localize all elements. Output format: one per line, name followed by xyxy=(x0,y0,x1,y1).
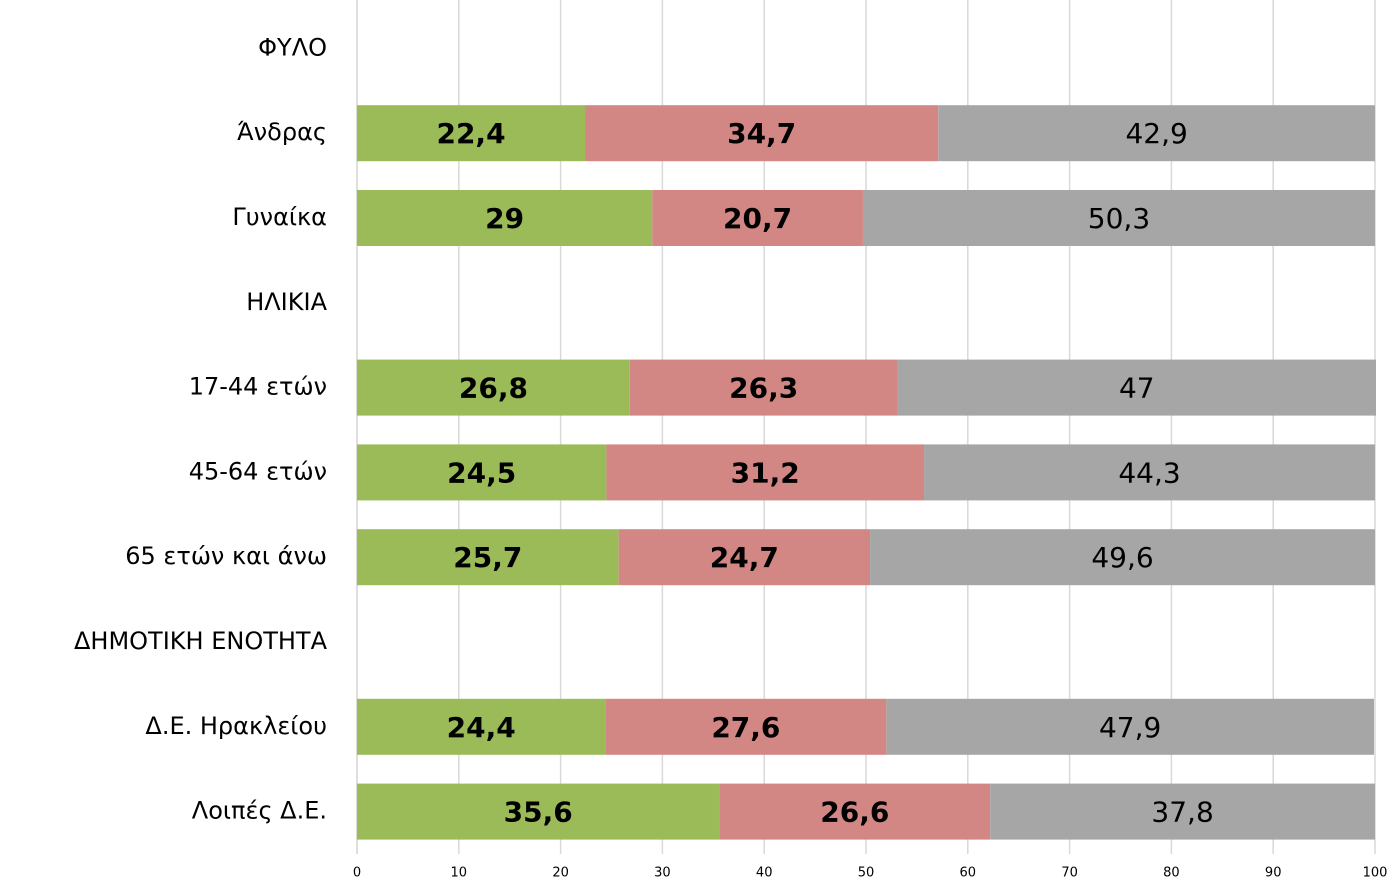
value-label: 47,9 xyxy=(1099,711,1161,744)
x-tick-label: 30 xyxy=(654,866,671,881)
value-label: 26,8 xyxy=(459,372,528,405)
bar-segment xyxy=(886,698,1374,755)
x-tick-label: 0 xyxy=(353,866,361,881)
bar-segment xyxy=(357,444,607,501)
x-tick-label: 60 xyxy=(960,866,977,881)
value-label: 25,7 xyxy=(453,541,522,574)
x-tick-label: 90 xyxy=(1265,866,1282,881)
value-label: 29 xyxy=(485,202,524,235)
bar-segment xyxy=(870,529,1375,586)
y-tick-label: Γυναίκα xyxy=(232,203,327,231)
bar-segment xyxy=(990,783,1375,840)
bar-segment xyxy=(605,698,887,755)
bar-segment xyxy=(357,190,653,246)
y-tick-label: 65 ετών και άνω xyxy=(125,542,327,570)
value-label: 49,6 xyxy=(1091,541,1153,574)
y-tick-label: Δ.Ε. Ηρακλείου xyxy=(145,712,327,740)
value-label: 42,9 xyxy=(1125,117,1187,150)
bar-segment xyxy=(606,444,925,501)
bar-segment xyxy=(897,359,1377,416)
value-label: 20,7 xyxy=(723,202,792,235)
value-label: 26,6 xyxy=(820,796,889,829)
bar-segment xyxy=(618,529,871,586)
bar-segment xyxy=(357,359,630,416)
bar-segment xyxy=(629,359,898,416)
value-label: 35,6 xyxy=(504,796,573,829)
value-label: 37,8 xyxy=(1151,796,1213,829)
x-tick-label: 80 xyxy=(1163,866,1180,881)
y-tick-label: Άνδρας xyxy=(237,118,327,146)
bar-segment xyxy=(357,698,606,755)
value-label: 47 xyxy=(1119,372,1155,405)
y-tick-label: 45-64 ετών xyxy=(189,457,327,485)
value-label: 31,2 xyxy=(731,456,800,489)
bar-segment xyxy=(719,783,991,840)
value-label: 22,4 xyxy=(436,117,505,150)
value-label: 24,4 xyxy=(447,711,516,744)
y-tick-label: ΔΗΜΟΤΙΚΗ ΕΝΟΤΗΤΑ xyxy=(74,627,328,655)
bar-segment xyxy=(357,529,619,586)
value-label: 24,5 xyxy=(447,456,516,489)
value-label: 50,3 xyxy=(1088,202,1150,235)
value-label: 34,7 xyxy=(727,117,796,150)
y-tick-label: ΦΥΛΟ xyxy=(258,33,327,61)
value-label: 44,3 xyxy=(1118,456,1180,489)
x-tick-label: 10 xyxy=(451,866,468,881)
bar-segment xyxy=(862,190,1375,246)
bar-segment xyxy=(357,105,586,162)
bar-segment xyxy=(938,105,1375,162)
x-tick-label: 100 xyxy=(1363,866,1388,881)
x-tick-label: 40 xyxy=(756,866,773,881)
value-label: 24,7 xyxy=(710,541,779,574)
y-tick-label: 17-44 ετών xyxy=(189,373,327,401)
x-tick-label: 20 xyxy=(552,866,569,881)
y-tick-label: Λοιπές Δ.Ε. xyxy=(192,797,327,825)
bar-segment xyxy=(652,190,863,246)
y-tick-label: ΗΛΙΚΙΑ xyxy=(246,288,327,316)
x-tick-label: 50 xyxy=(858,866,875,881)
x-tick-label: 70 xyxy=(1061,866,1078,881)
bar-segment xyxy=(924,444,1375,501)
value-label: 26,3 xyxy=(729,372,798,405)
value-label: 27,6 xyxy=(711,711,780,744)
bar-segment xyxy=(585,105,939,162)
bar-segment xyxy=(357,783,720,840)
